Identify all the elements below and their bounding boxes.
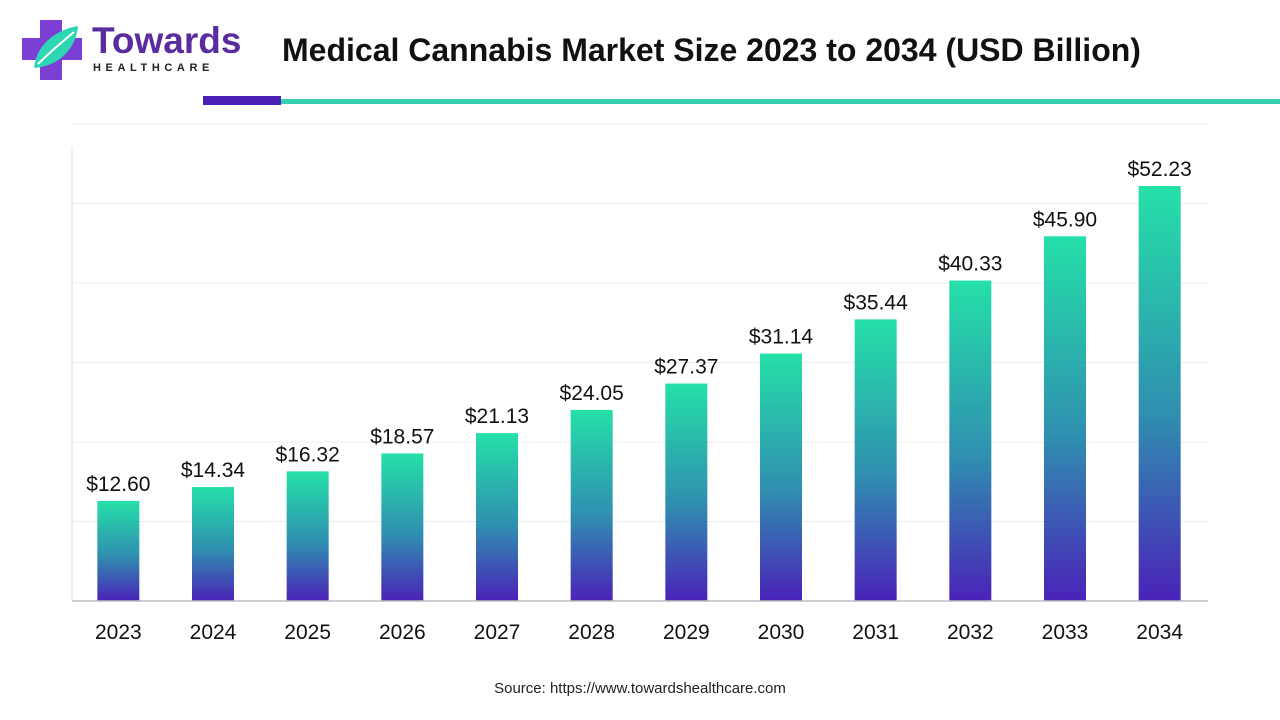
value-label-2033: $45.90 — [1033, 208, 1097, 231]
bar-2026 — [381, 453, 424, 601]
bar-2030 — [760, 353, 802, 601]
value-label-2028: $24.05 — [560, 382, 624, 405]
bar-2023 — [97, 500, 140, 601]
title-underline-teal — [281, 99, 1280, 104]
bar-2028 — [570, 409, 613, 601]
x-tick-label-2028: 2028 — [568, 621, 615, 644]
x-tick-label-2027: 2027 — [474, 621, 521, 644]
x-tick-label-2029: 2029 — [663, 621, 710, 644]
value-label-2031: $35.44 — [844, 291, 909, 314]
x-tick-label-2034: 2034 — [1136, 621, 1183, 644]
x-tick-label-2026: 2026 — [379, 621, 426, 644]
value-label-2024: $14.34 — [181, 459, 246, 482]
x-axis: 2023 2024 2025 2026 2027 2028 2029 2030 2031 2032… — [71, 146, 1208, 644]
x-tick-label-2031: 2031 — [852, 621, 899, 644]
towards-healthcare-logo: Towards HEALTHCARE — [20, 18, 242, 82]
medical-cross-leaf-icon — [22, 20, 82, 80]
bar-chart: $12.60 $14.34 $16.32 $18.57 $21.13 $24.05 $27.… — [71, 123, 1208, 644]
bar-2031 — [854, 319, 897, 601]
source-note: Source: https://www.towardshealthcare.co… — [494, 680, 786, 697]
value-label-2023: $12.60 — [86, 473, 150, 496]
value-label-2030: $31.14 — [749, 326, 814, 349]
bar-2027 — [476, 433, 518, 601]
x-tick-label-2023: 2023 — [95, 621, 142, 644]
bar-2029 — [665, 383, 708, 601]
bars — [97, 186, 1181, 601]
value-label-2032: $40.33 — [938, 253, 1002, 276]
value-label-2025: $16.32 — [276, 443, 340, 466]
bar-2032 — [949, 280, 992, 601]
value-labels: $12.60 $14.34 $16.32 $18.57 $21.13 $24.05 $27.… — [86, 158, 1192, 496]
x-tick-label-2030: 2030 — [758, 621, 805, 644]
gridlines — [72, 123, 1208, 522]
title-underline-dark — [203, 96, 281, 105]
x-tick-label-2033: 2033 — [1042, 621, 1089, 644]
logo-brand-text: Towards — [92, 20, 242, 61]
value-label-2029: $27.37 — [654, 356, 718, 379]
x-tick-label-2024: 2024 — [190, 621, 237, 644]
bar-2024 — [192, 487, 234, 601]
value-label-2027: $21.13 — [465, 405, 529, 428]
bar-2025 — [286, 471, 329, 601]
value-label-2026: $18.57 — [370, 425, 434, 448]
x-tick-label-2025: 2025 — [284, 621, 331, 644]
bar-2034 — [1138, 186, 1181, 601]
logo-sub-text: HEALTHCARE — [93, 62, 214, 74]
bar-2033 — [1044, 236, 1086, 601]
value-label-2034: $52.23 — [1128, 158, 1192, 181]
chart-title: Medical Cannabis Market Size 2023 to 203… — [282, 32, 1141, 68]
x-tick-label-2032: 2032 — [947, 621, 994, 644]
